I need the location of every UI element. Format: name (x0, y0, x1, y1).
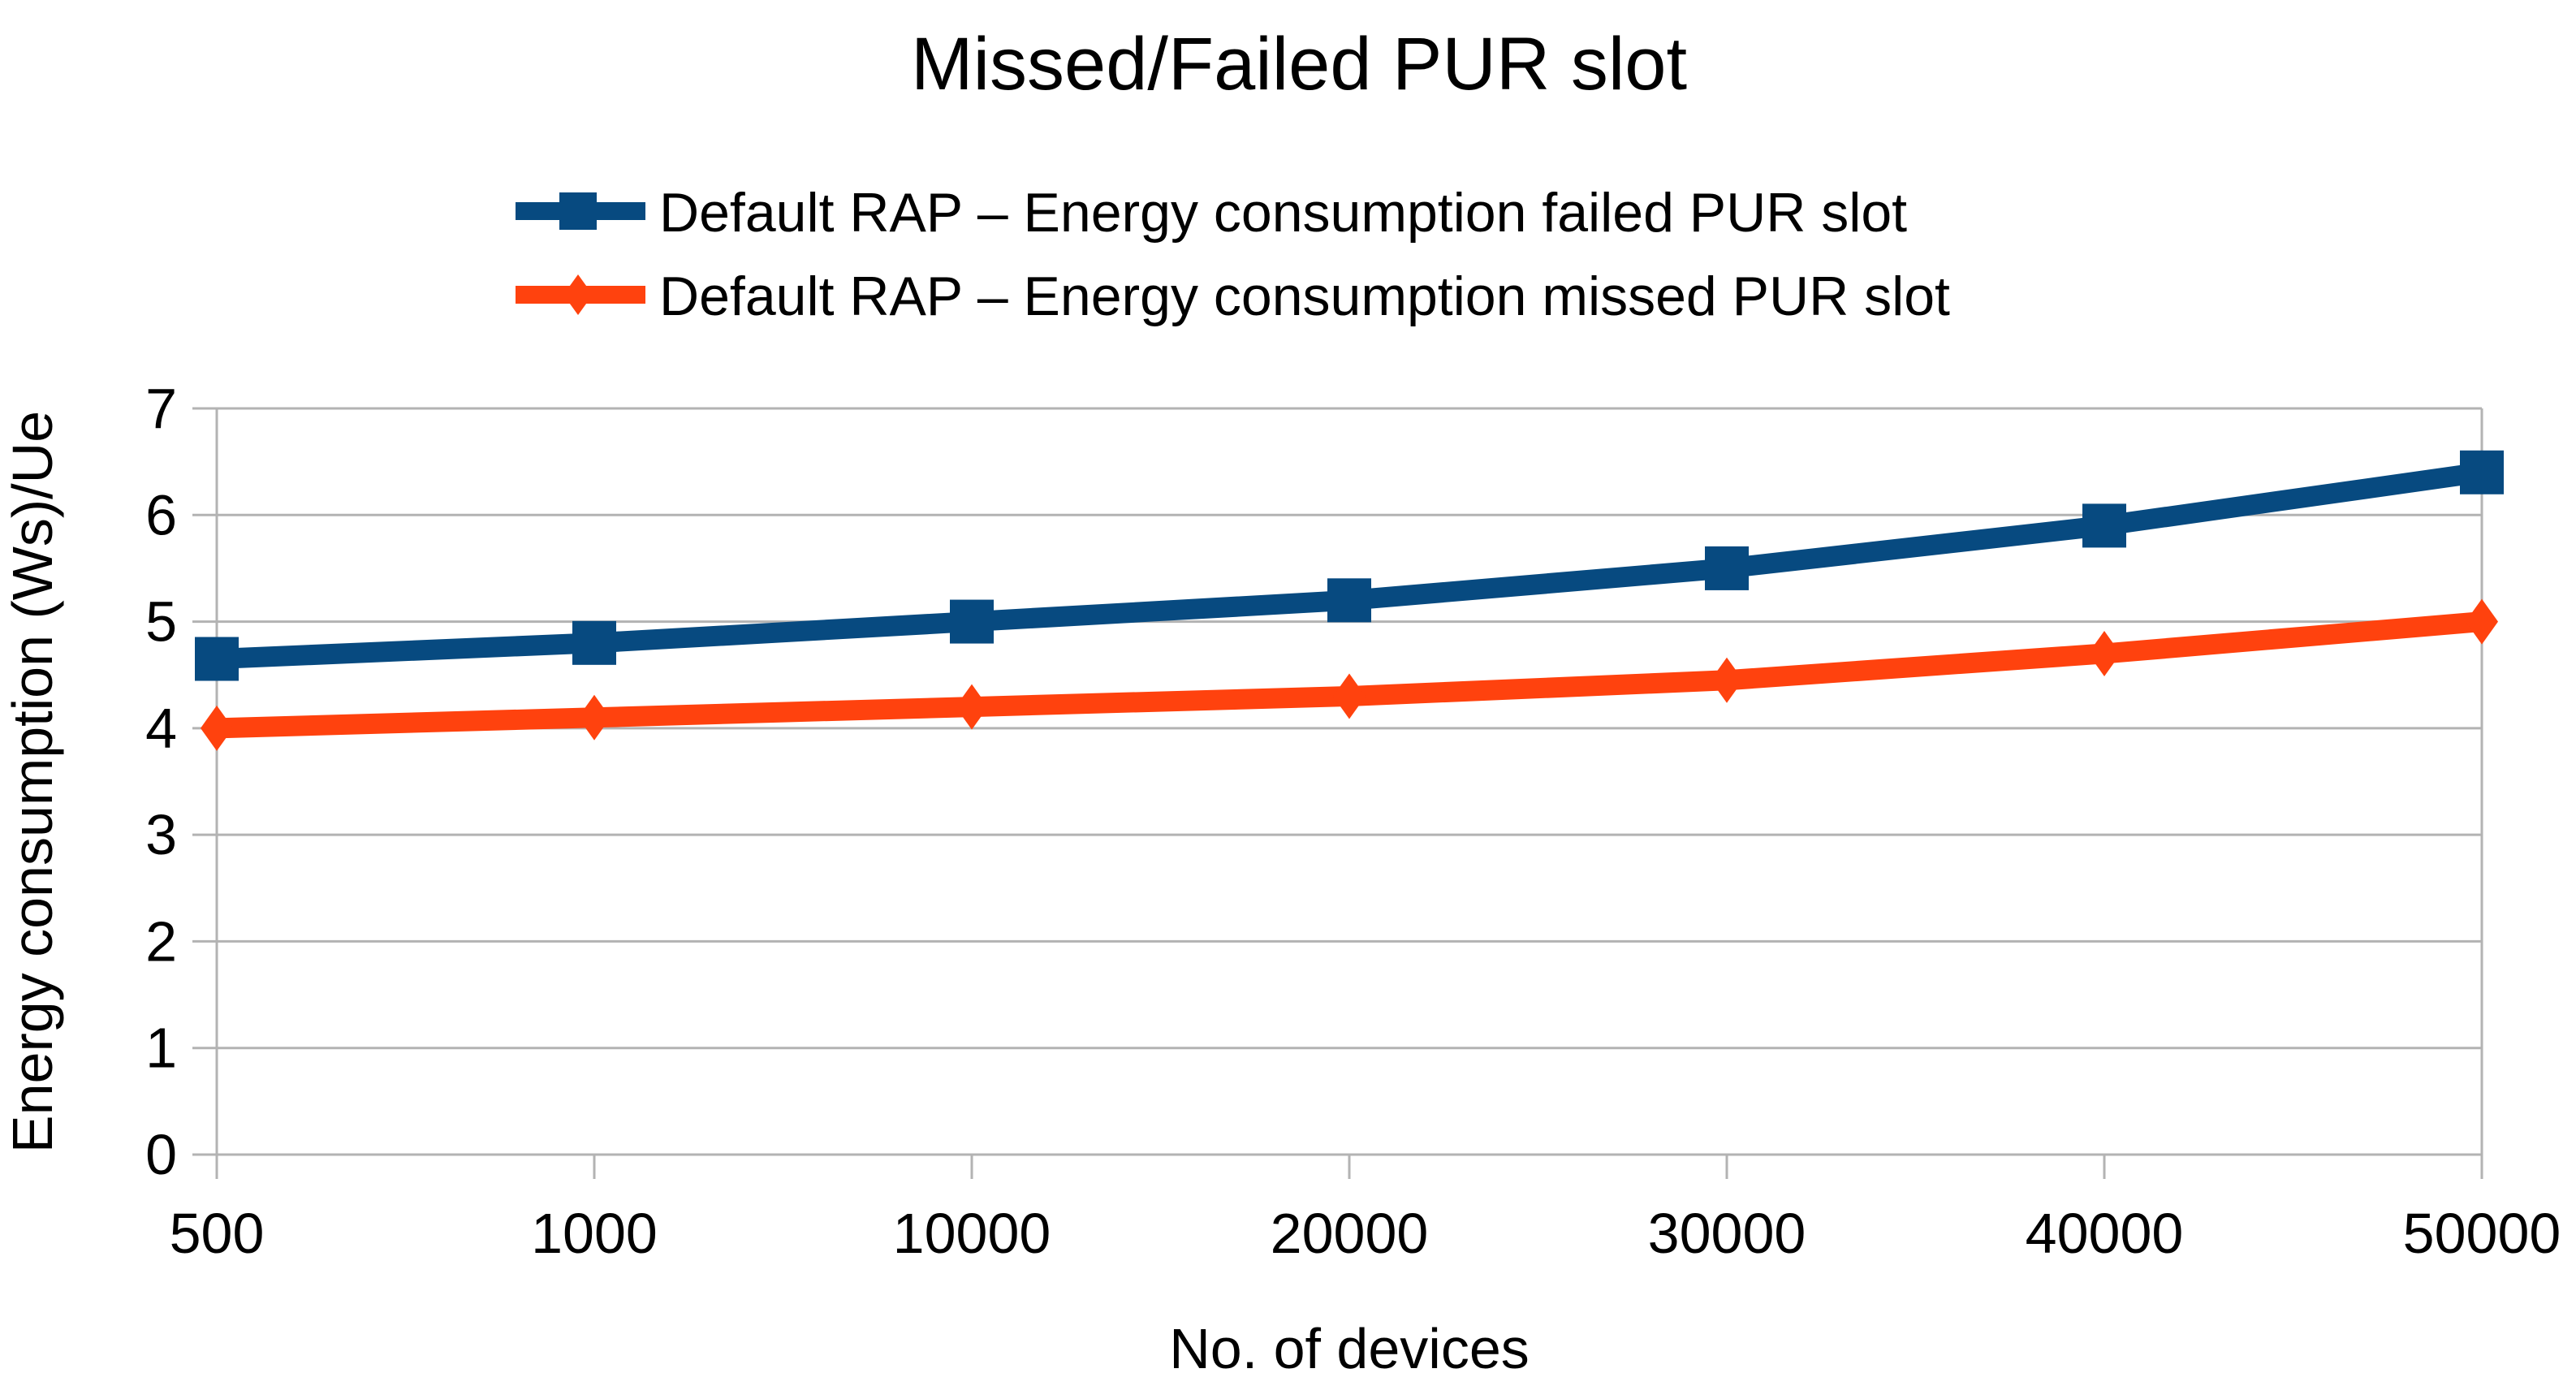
x-tick-label: 20000 (1271, 1202, 1429, 1265)
data-point-diamond (1711, 657, 1743, 703)
tick-label-layer: 0 1 2 3 4 5 6 7 500 1000 10000 20000 30000 40000 50000 (145, 377, 2561, 1265)
data-point-square (2082, 503, 2126, 548)
data-point-square (1327, 578, 1371, 623)
x-tick-label: 10000 (893, 1202, 1051, 1265)
legend-item-failed: Default RAP – Energy consumption failed … (516, 182, 1907, 244)
series-line-0 (216, 462, 2483, 670)
data-point-diamond (578, 694, 611, 740)
x-tick-label: 30000 (1648, 1202, 1806, 1265)
legend: Default RAP – Energy consumption failed … (516, 182, 1950, 327)
data-point-diamond (2088, 630, 2121, 676)
legend-label-missed: Default RAP – Energy consumption missed … (659, 266, 1950, 327)
data-point-diamond (201, 705, 233, 751)
x-tick-label: 500 (170, 1202, 265, 1265)
legend-square-marker-icon (559, 192, 597, 230)
y-tick-label: 0 (145, 1123, 177, 1186)
x-axis-title: No. of devices (1169, 1317, 1530, 1380)
series-layer (195, 450, 2504, 751)
data-point-square (1705, 546, 1749, 590)
x-tick-label: 1000 (531, 1202, 658, 1265)
data-point-diamond (1333, 673, 1366, 719)
y-tick-label: 4 (145, 697, 177, 760)
y-tick-label: 6 (145, 483, 177, 546)
data-point-square (195, 637, 239, 681)
y-tick-label: 5 (145, 590, 177, 654)
data-point-square (950, 599, 994, 644)
data-point-square (572, 620, 616, 665)
chart-title: Missed/Failed PUR slot (911, 23, 1687, 106)
data-point-diamond (2466, 598, 2498, 645)
legend-item-missed: Default RAP – Energy consumption missed … (516, 266, 1950, 327)
legend-label-failed: Default RAP – Energy consumption failed … (659, 182, 1907, 244)
y-tick-label: 3 (145, 803, 177, 866)
y-tick-label: 1 (145, 1017, 177, 1080)
y-axis-title: Energy consumption (Ws)/Ue (1, 411, 64, 1153)
x-tick-label: 50000 (2403, 1202, 2561, 1265)
data-point-diamond (956, 684, 988, 730)
legend-diamond-marker-icon (563, 274, 593, 315)
x-tick-label: 40000 (2026, 1202, 2184, 1265)
y-tick-label: 2 (145, 909, 177, 973)
data-point-square (2460, 450, 2504, 494)
y-tick-label: 7 (145, 377, 177, 440)
